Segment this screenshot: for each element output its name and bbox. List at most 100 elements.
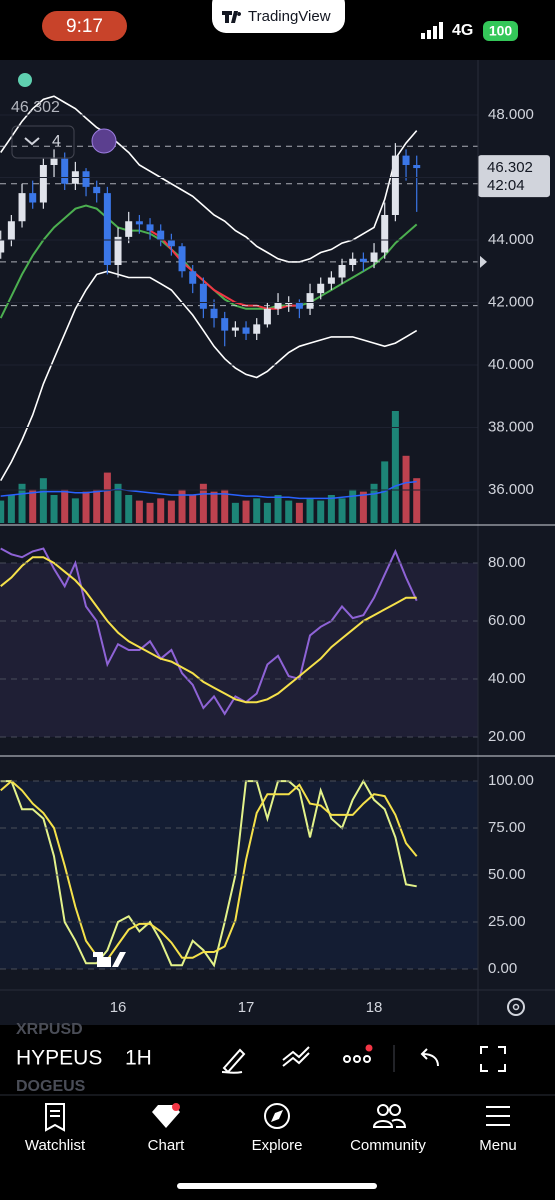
x-tick-label: 16 (110, 999, 127, 1016)
lines-tool[interactable] (282, 1046, 310, 1067)
symbol-next[interactable]: DOGEUS (16, 1078, 86, 1095)
volume-bar (146, 502, 154, 523)
volume-bar (359, 491, 367, 523)
volume-ma (0, 480, 417, 500)
y-tick-label: 20.00 (488, 728, 526, 745)
price-label: 46.302 (487, 159, 533, 176)
candle-body (82, 171, 90, 187)
y-tick-label: 100.00 (488, 772, 534, 789)
volume-bar (135, 500, 143, 523)
volume-bar (338, 498, 346, 523)
community-icon (372, 1104, 407, 1128)
candle-body (231, 327, 239, 331)
badge (365, 1044, 373, 1052)
y-tick-label: 50.00 (488, 866, 526, 883)
battery-level: 100 (489, 23, 513, 39)
plot-area (0, 95, 478, 969)
chart-layer: 36.00038.00040.00042.00044.00046.00048.0… (0, 95, 550, 1016)
volume-bar (167, 500, 175, 523)
draw-tool[interactable] (221, 1048, 246, 1074)
candle-body (135, 221, 143, 225)
tv-watermark (93, 952, 126, 967)
candle-body (146, 224, 154, 231)
toolbar (0, 1025, 555, 1095)
watchlist-icon (45, 1103, 65, 1132)
battery (483, 21, 518, 41)
tab-label[interactable]: Chart (148, 1137, 186, 1154)
volume-bar (178, 489, 186, 523)
volume-bar (349, 489, 357, 523)
volume-bar (199, 483, 207, 523)
symbol[interactable]: HYPEUS (16, 1047, 102, 1070)
volume-bar (413, 478, 421, 523)
volume-bar (71, 498, 79, 523)
candle-body (413, 165, 421, 169)
indicators-toggle[interactable] (11, 125, 75, 159)
candle-body (93, 186, 101, 194)
fullscreen[interactable] (480, 1046, 506, 1072)
tv-logo (222, 11, 242, 23)
candle-body (391, 155, 399, 215)
tab-label[interactable]: Watchlist (25, 1137, 86, 1154)
y-tick-label: 44.000 (488, 231, 534, 248)
status-dot (18, 73, 32, 87)
hidden-count: 4 (52, 133, 61, 150)
indicator-line (0, 95, 418, 263)
candle-body (210, 308, 218, 319)
candle-body (274, 302, 282, 309)
volume-bar (189, 495, 197, 523)
volume-bar (231, 502, 239, 523)
candle-body (199, 283, 207, 309)
candle-body (167, 240, 175, 247)
replay-icon[interactable] (91, 128, 117, 154)
candle-body (338, 265, 346, 278)
menu-icon (486, 1106, 510, 1126)
candle-body (263, 308, 271, 325)
indicator-line (0, 547, 418, 716)
undo[interactable] (420, 1048, 439, 1067)
candle-body (253, 324, 261, 334)
candle-body (359, 258, 367, 262)
tab-label[interactable]: Community (350, 1137, 426, 1154)
network: 4G (452, 22, 473, 39)
y-tick-label: 38.000 (488, 418, 534, 435)
symbol-prev[interactable]: XRPUSD (16, 1021, 83, 1038)
volume-bar (306, 498, 314, 523)
volume-bar (317, 500, 325, 523)
tab-label[interactable]: Menu (479, 1137, 517, 1154)
candle-body (381, 215, 389, 253)
explore-needle (271, 1110, 283, 1122)
home-indicator (177, 1183, 377, 1189)
volume-bar (327, 495, 335, 523)
app-pill (212, 0, 345, 33)
interval[interactable]: 1H (125, 1047, 152, 1070)
x-tick-label: 18 (366, 999, 383, 1016)
volume-bar (263, 502, 271, 523)
y-tick-label: 42.000 (488, 293, 534, 310)
tab-label[interactable]: Explore (252, 1137, 303, 1154)
volume-bar (50, 495, 58, 523)
candle-body (125, 221, 133, 237)
candle-body (178, 246, 186, 272)
volume-bar (157, 498, 165, 523)
y-tick-label: 48.000 (488, 106, 534, 123)
volume-bar (29, 489, 37, 523)
y-tick-label: 40.00 (488, 670, 526, 687)
candle-body (189, 271, 197, 284)
time-axis (0, 990, 555, 1025)
candle-body (285, 302, 293, 304)
candle-body (349, 258, 357, 265)
more-tool[interactable] (343, 1055, 371, 1063)
settings-icon-core (512, 1003, 520, 1011)
chevron (24, 137, 40, 146)
volume-bar (253, 498, 261, 523)
candle-body (103, 193, 111, 265)
y-tick-label: 60.00 (488, 612, 526, 629)
candle-body (39, 165, 47, 203)
candle-body (157, 230, 165, 240)
status-time: 9:17 (66, 16, 103, 37)
candle-body (114, 236, 122, 265)
settings-icon[interactable] (507, 998, 525, 1016)
